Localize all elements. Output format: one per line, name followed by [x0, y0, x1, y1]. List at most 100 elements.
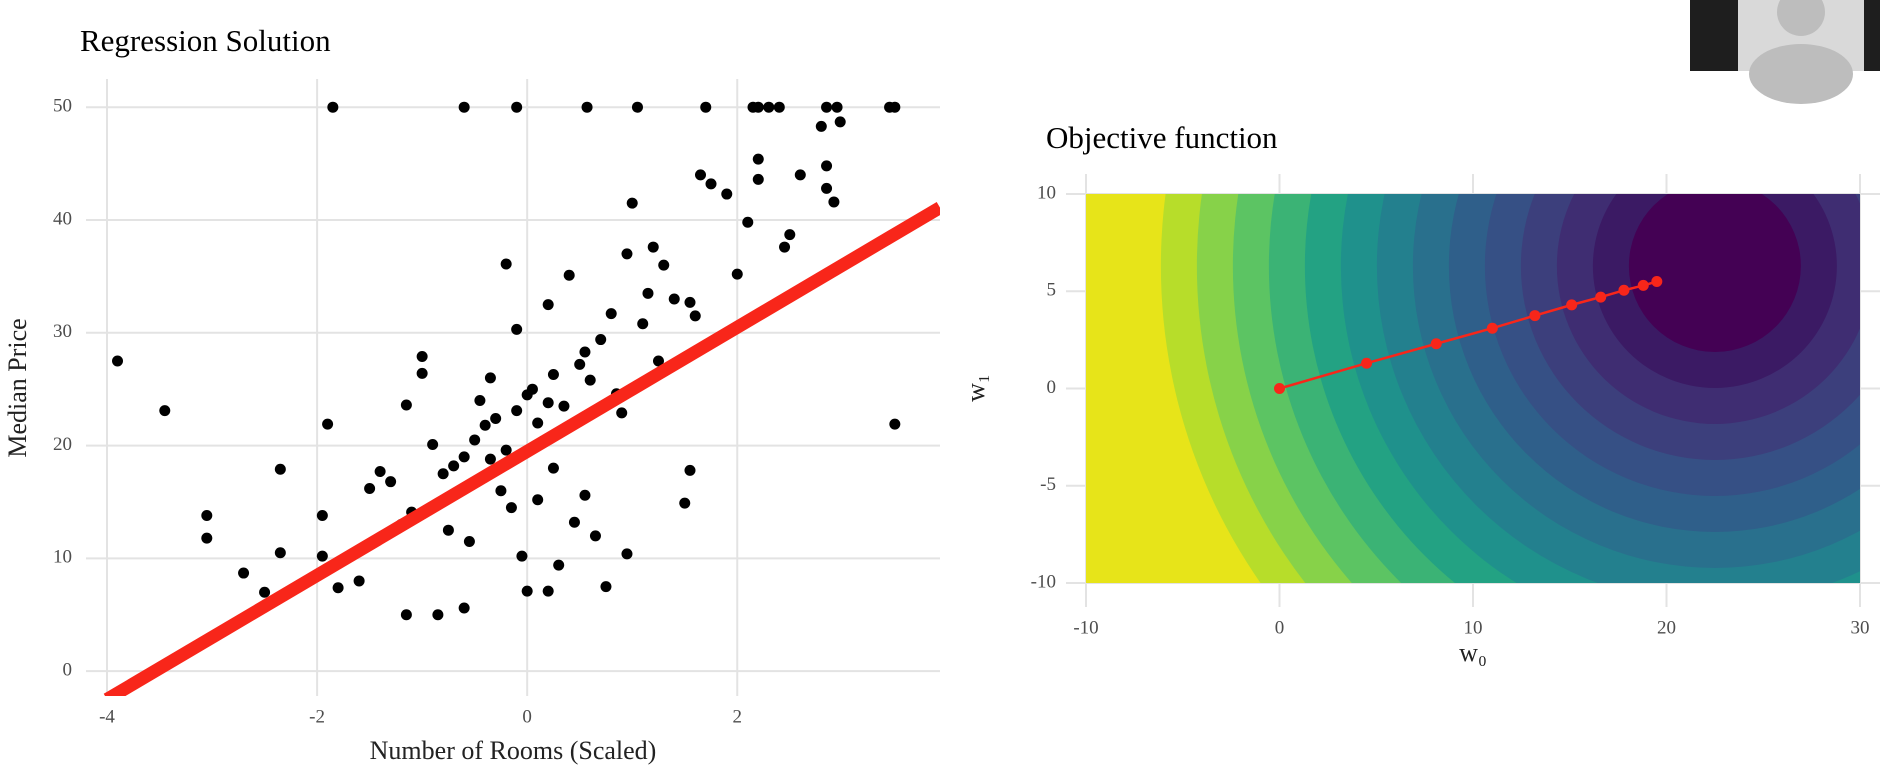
point [815, 120, 827, 132]
point [600, 581, 612, 593]
descent-point [1651, 276, 1663, 288]
point [621, 248, 633, 260]
point [532, 417, 544, 429]
descent-point [1274, 383, 1285, 394]
y-tick-label: -5 [1040, 474, 1056, 495]
point [700, 101, 712, 113]
point [511, 323, 523, 335]
point [652, 355, 664, 367]
point [479, 419, 491, 431]
point [684, 296, 696, 308]
point [542, 397, 554, 409]
point [889, 418, 901, 430]
y-tick-label: 40 [53, 208, 72, 229]
point [605, 308, 617, 320]
x-tick-label: 0 [1275, 617, 1285, 638]
y-tick-label: 0 [63, 660, 73, 681]
point [834, 116, 846, 128]
point [364, 482, 376, 494]
point [416, 350, 428, 362]
point [448, 460, 460, 472]
point [327, 101, 339, 113]
chart-title: Regression Solution [80, 23, 331, 58]
point [773, 101, 785, 113]
point [821, 182, 833, 194]
y-tick-label: 0 [1047, 377, 1057, 398]
point [463, 535, 475, 547]
descent-point [1637, 279, 1649, 291]
point [432, 609, 444, 621]
point [259, 586, 271, 598]
point [574, 358, 586, 370]
point [532, 494, 544, 506]
point [400, 399, 412, 411]
y-tick-label: 30 [53, 321, 72, 342]
regression-line [103, 201, 940, 696]
point [821, 160, 833, 172]
y-tick-label: -10 [1031, 571, 1056, 592]
point [500, 258, 512, 270]
point [647, 241, 659, 253]
point [112, 355, 124, 367]
point [705, 178, 717, 190]
point [752, 153, 764, 165]
point [631, 101, 643, 113]
point [731, 268, 743, 280]
y-tick-label: 10 [53, 547, 72, 568]
point [581, 101, 593, 113]
point [458, 101, 470, 113]
point [889, 101, 901, 113]
point [553, 559, 565, 571]
point [668, 293, 680, 305]
chart-title: Objective function [1046, 120, 1278, 155]
avatar-head [1777, 0, 1825, 36]
descent-point [1486, 322, 1498, 334]
x-axis-label: Number of Rooms (Scaled) [370, 736, 657, 765]
y-axis-label: w₁ [961, 374, 990, 402]
x-tick-label: 0 [522, 706, 532, 727]
y-tick-label: 5 [1047, 280, 1057, 301]
point [274, 463, 286, 475]
point [695, 169, 707, 181]
point [779, 241, 791, 253]
point [427, 438, 439, 450]
point [558, 400, 570, 412]
descent-point [1595, 291, 1607, 303]
point [579, 346, 591, 358]
point [721, 188, 733, 200]
avatar-body [1749, 44, 1853, 104]
point [637, 318, 649, 330]
point [437, 468, 449, 480]
x-tick-label: -10 [1073, 617, 1098, 638]
point [547, 462, 559, 474]
point [458, 451, 470, 463]
point [568, 516, 580, 528]
point [563, 269, 575, 281]
point [495, 485, 507, 497]
x-tick-label: 30 [1851, 617, 1870, 638]
point [589, 530, 601, 542]
point [516, 550, 528, 562]
point [316, 550, 328, 562]
point [584, 374, 596, 386]
point [159, 405, 171, 417]
point [511, 405, 523, 417]
y-tick-label: 10 [1037, 182, 1056, 203]
point [238, 567, 250, 579]
point [689, 310, 701, 322]
point [374, 466, 386, 478]
descent-path [1279, 280, 1658, 390]
y-tick-label: 50 [53, 96, 72, 117]
point [484, 372, 496, 384]
y-tick-label: 20 [53, 434, 72, 455]
point [385, 476, 397, 488]
point [458, 602, 470, 614]
point [752, 101, 764, 113]
point [642, 287, 654, 299]
point [521, 585, 533, 597]
x-tick-label: -4 [99, 706, 115, 727]
point [526, 383, 538, 395]
